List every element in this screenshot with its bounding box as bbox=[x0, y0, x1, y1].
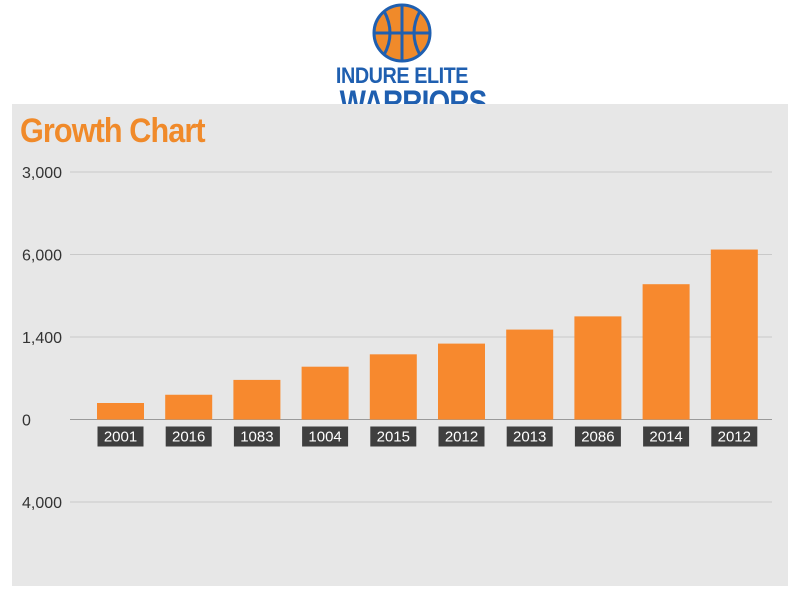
category-label: 1083 bbox=[240, 429, 273, 446]
y-tick-label: 0 bbox=[22, 413, 31, 430]
y-tick-label: 4,000 bbox=[22, 495, 62, 512]
y-tick-label: 6,000 bbox=[22, 248, 62, 265]
category-label-bg bbox=[302, 426, 349, 447]
bar bbox=[642, 284, 690, 420]
category-label: 2015 bbox=[377, 429, 410, 446]
category-label-bg bbox=[97, 426, 144, 447]
y-tick-label: 1,400 bbox=[22, 330, 62, 347]
category-label: 2012 bbox=[718, 429, 751, 446]
category-label: 2013 bbox=[513, 429, 546, 446]
bar bbox=[506, 329, 554, 420]
category-label: 2086 bbox=[581, 429, 614, 446]
bar bbox=[710, 249, 758, 420]
bar bbox=[369, 354, 417, 420]
category-label: 2016 bbox=[172, 429, 205, 446]
team-logo: INDURE ELITE WARRIORS bbox=[326, 3, 487, 120]
bar bbox=[574, 316, 622, 420]
basketball-icon bbox=[372, 3, 432, 63]
category-label: 2014 bbox=[649, 429, 682, 446]
category-label: 2001 bbox=[104, 429, 137, 446]
category-label-bg bbox=[574, 426, 621, 447]
category-label-bg bbox=[370, 426, 417, 447]
category-label: 2012 bbox=[445, 429, 478, 446]
category-label-bg bbox=[438, 426, 485, 447]
bar bbox=[438, 343, 485, 420]
category-label-bg bbox=[506, 426, 553, 447]
bar bbox=[233, 379, 281, 420]
bar bbox=[97, 403, 144, 420]
y-tick-label: 3,000 bbox=[22, 165, 62, 182]
category-label: 1004 bbox=[308, 429, 341, 446]
bar bbox=[165, 394, 213, 420]
logo-text-top: INDURE ELITE bbox=[335, 63, 469, 88]
category-label-bg bbox=[165, 426, 212, 447]
category-label-bg bbox=[643, 426, 690, 447]
chart-title: Growth Chart bbox=[20, 112, 206, 150]
category-label-bg bbox=[711, 426, 758, 447]
category-label-bg bbox=[233, 426, 280, 447]
bar bbox=[301, 366, 349, 420]
